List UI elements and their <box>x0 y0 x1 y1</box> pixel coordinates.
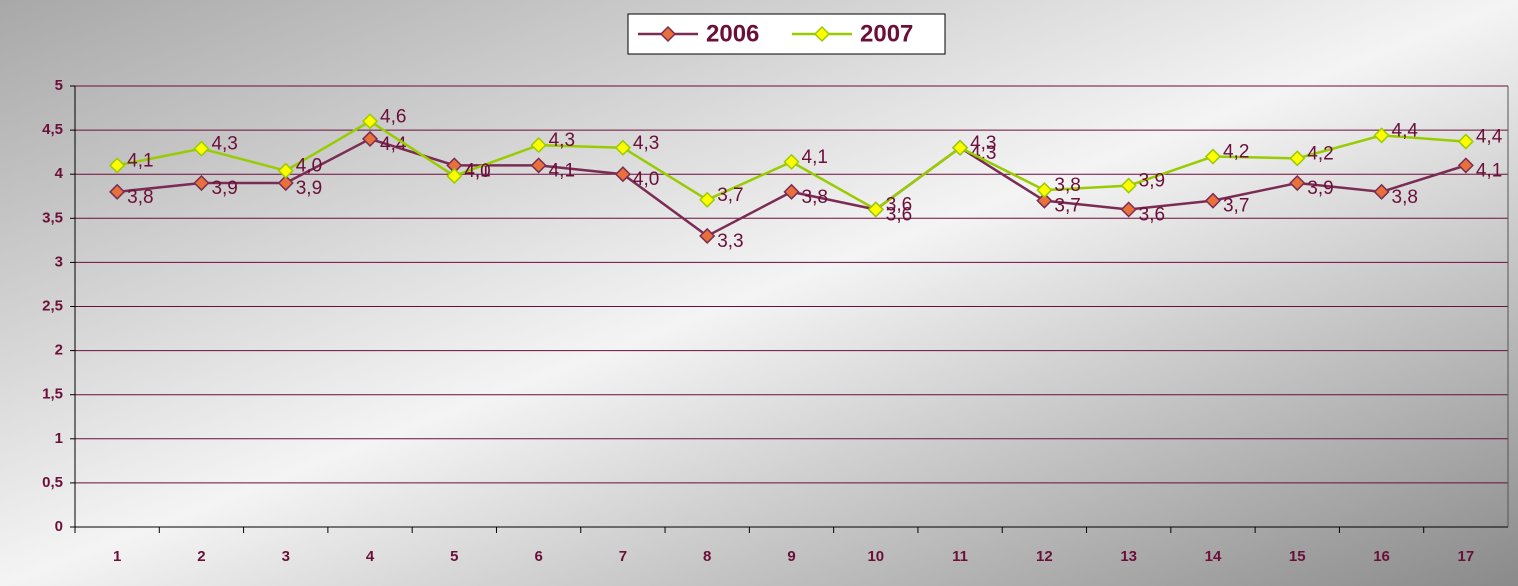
x-tick-label: 15 <box>1289 548 1306 565</box>
data-label: 4,4 <box>1476 127 1503 148</box>
marker <box>1120 201 1137 218</box>
marker <box>530 157 547 174</box>
y-tick-label: 3 <box>55 253 63 270</box>
data-label: 4,1 <box>802 147 828 168</box>
marker <box>446 167 463 185</box>
marker <box>1457 133 1474 150</box>
marker <box>109 157 126 174</box>
data-label: 3,6 <box>886 194 912 215</box>
x-tick-label: 1 <box>113 548 121 565</box>
y-tick-label: 4,5 <box>42 121 63 138</box>
marker <box>193 140 210 157</box>
marker <box>783 153 800 170</box>
x-tick-label: 14 <box>1205 548 1222 565</box>
y-tick-label: 5 <box>55 77 63 94</box>
marker <box>614 139 631 156</box>
data-label: 4,0 <box>296 156 322 177</box>
marker <box>277 174 294 192</box>
marker <box>361 113 379 130</box>
x-tick-label: 16 <box>1373 548 1390 565</box>
legend-marker <box>813 25 831 43</box>
y-tick-label: 0,5 <box>42 474 63 491</box>
marker <box>783 183 800 200</box>
data-label: 4,3 <box>633 133 659 154</box>
marker <box>1289 150 1306 167</box>
x-tick-label: 17 <box>1458 548 1475 565</box>
data-label: 4,3 <box>211 134 237 155</box>
data-label: 3,9 <box>296 178 322 199</box>
y-tick-label: 4 <box>55 165 64 182</box>
data-label: 4,2 <box>1223 142 1249 163</box>
data-label: 4,6 <box>380 106 406 127</box>
marker <box>109 183 126 200</box>
legend-marker <box>659 25 677 43</box>
data-label: 4,4 <box>1392 120 1419 141</box>
marker <box>867 201 884 218</box>
data-label: 4,3 <box>970 143 996 164</box>
data-label: 4,0 <box>464 161 490 182</box>
data-label: 3,7 <box>1054 196 1080 217</box>
y-tick-label: 1,5 <box>42 386 63 403</box>
data-label: 3,8 <box>1392 187 1418 208</box>
legend-label: 2007 <box>860 20 913 47</box>
data-label: 3,8 <box>1054 175 1080 196</box>
data-label: 4,3 <box>549 130 575 151</box>
data-label: 3,7 <box>1223 196 1249 217</box>
marker <box>1204 192 1222 209</box>
data-label: 4,0 <box>633 169 659 190</box>
x-tick-label: 4 <box>366 548 375 565</box>
data-label: 4,4 <box>380 134 407 155</box>
data-label: 3,8 <box>802 187 828 208</box>
y-tick-label: 2 <box>55 342 63 359</box>
y-tick-label: 1 <box>55 430 63 447</box>
marker <box>1204 148 1222 165</box>
marker <box>1457 157 1474 174</box>
x-tick-label: 12 <box>1036 548 1053 565</box>
marker <box>699 191 716 208</box>
marker <box>1036 182 1053 199</box>
data-label: 4,1 <box>549 160 575 181</box>
x-tick-label: 10 <box>867 548 884 565</box>
x-tick-label: 6 <box>534 548 542 565</box>
data-label: 4,2 <box>1307 143 1333 164</box>
marker <box>699 227 716 245</box>
data-label: 3,9 <box>211 178 237 199</box>
x-tick-label: 5 <box>450 548 458 565</box>
marker <box>277 162 294 179</box>
marker <box>614 166 631 183</box>
x-tick-label: 8 <box>703 548 711 565</box>
x-tick-label: 13 <box>1120 548 1137 565</box>
data-label: 3,3 <box>717 231 743 252</box>
data-label: 3,9 <box>1307 178 1333 199</box>
marker <box>361 130 379 147</box>
legend-label: 2006 <box>706 20 759 47</box>
data-label: 4,3 <box>970 133 996 154</box>
marker <box>1120 177 1137 194</box>
x-tick-label: 9 <box>787 548 795 565</box>
marker <box>1289 174 1306 192</box>
y-tick-label: 3,5 <box>42 209 63 226</box>
marker <box>530 137 547 154</box>
data-label: 3,9 <box>1139 171 1165 192</box>
marker <box>952 139 969 156</box>
y-tick-label: 0 <box>55 518 63 535</box>
data-label: 4,1 <box>127 150 153 171</box>
data-label: 3,7 <box>717 185 743 206</box>
x-tick-label: 3 <box>282 548 290 565</box>
data-label: 4,1 <box>1476 160 1502 181</box>
marker <box>193 174 210 192</box>
marker <box>1373 183 1390 200</box>
marker <box>1373 127 1390 144</box>
y-tick-label: 2,5 <box>42 297 63 314</box>
data-label: 3,6 <box>1139 204 1165 225</box>
x-tick-label: 2 <box>197 548 205 565</box>
data-label: 3,6 <box>886 204 912 225</box>
data-label: 3,8 <box>127 187 153 208</box>
x-tick-label: 11 <box>952 548 968 565</box>
x-tick-label: 7 <box>619 548 627 565</box>
marker <box>1036 192 1053 209</box>
